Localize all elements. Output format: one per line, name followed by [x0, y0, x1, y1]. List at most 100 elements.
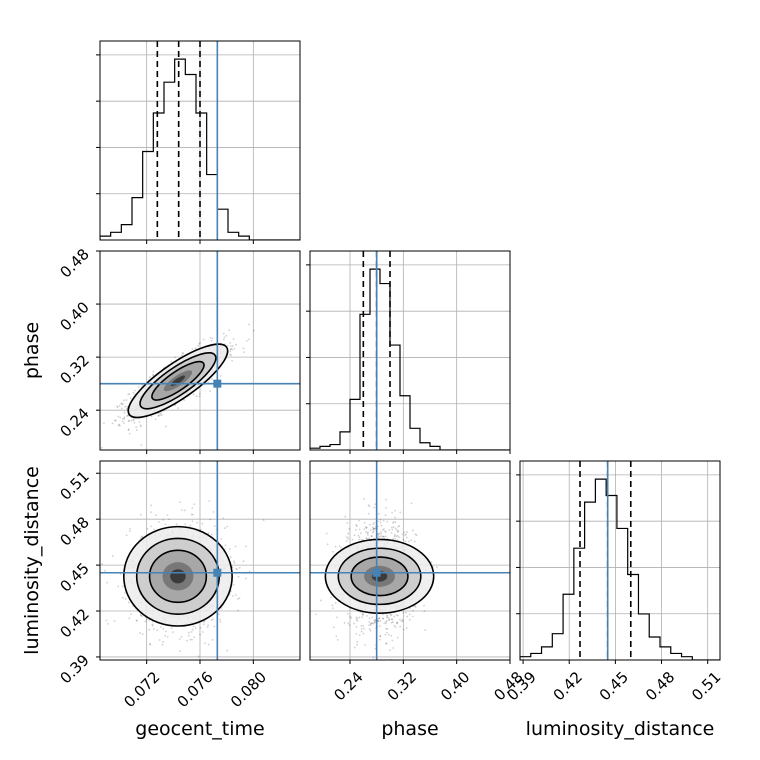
sample-point: [409, 607, 412, 610]
sample-point: [356, 617, 359, 620]
sample-point: [121, 417, 124, 420]
sample-point: [211, 337, 214, 340]
sample-point: [190, 513, 193, 516]
sample-point: [330, 596, 332, 599]
sample-point: [424, 629, 427, 631]
sample-point: [379, 519, 382, 521]
sample-point: [382, 535, 385, 538]
sample-point: [138, 421, 141, 423]
sample-point: [362, 625, 365, 627]
sample-point: [232, 595, 234, 597]
sample-point: [189, 638, 192, 641]
sample-point: [362, 632, 365, 635]
sample-point: [402, 620, 404, 622]
sample-point: [219, 618, 221, 621]
sample-point: [123, 422, 125, 425]
sample-point: [423, 604, 425, 607]
sample-point: [353, 622, 355, 625]
sample-point: [344, 515, 347, 518]
sample-point: [415, 534, 418, 537]
sample-point: [137, 385, 140, 388]
y-tick-label: 0.32: [56, 351, 92, 387]
sample-point: [190, 631, 193, 633]
sample-point: [349, 615, 352, 618]
sample-point: [170, 360, 173, 363]
sample-point: [122, 596, 124, 599]
sample-point: [238, 597, 241, 599]
sample-point: [368, 505, 371, 508]
sample-point: [141, 535, 144, 538]
sample-point: [191, 638, 193, 641]
sample-point: [381, 535, 384, 538]
sample-point: [382, 617, 385, 620]
sample-point: [203, 623, 205, 626]
sample-point: [124, 591, 126, 594]
sample-point: [223, 527, 226, 530]
sample-point: [111, 554, 114, 557]
sample-point: [348, 624, 351, 627]
sample-point: [262, 519, 265, 521]
sample-point: [386, 615, 389, 618]
sample-point: [394, 521, 397, 524]
sample-point: [408, 613, 411, 616]
sample-point: [368, 628, 371, 631]
sample-point: [219, 375, 222, 377]
sample-point: [244, 545, 247, 548]
sample-point: [399, 625, 402, 628]
x-tick-label: 0.072: [120, 668, 163, 711]
sample-point: [334, 602, 337, 604]
panel-frame: [309, 460, 511, 661]
sample-point: [118, 423, 121, 426]
sample-point: [128, 432, 131, 435]
sample-point: [399, 618, 401, 621]
sample-point: [164, 523, 167, 526]
sample-point: [372, 528, 374, 531]
sample-point: [400, 620, 403, 623]
histogram-phase: [310, 268, 510, 450]
x-tick-label: 0.32: [384, 668, 420, 704]
sample-point: [380, 532, 383, 535]
x-axis-label-phase: phase: [381, 718, 438, 740]
sample-point: [118, 405, 121, 407]
sample-point: [125, 534, 128, 537]
sample-point: [229, 348, 232, 351]
sample-point: [389, 614, 392, 617]
sample-point: [225, 334, 228, 337]
sample-point: [334, 545, 337, 548]
sample-point: [392, 521, 394, 524]
sample-point: [391, 618, 394, 621]
sample-point: [402, 611, 405, 614]
sample-point: [347, 537, 350, 540]
sample-point: [315, 613, 318, 616]
sample-point: [166, 636, 169, 638]
sample-point: [346, 536, 348, 539]
sample-point: [360, 538, 363, 541]
sample-point: [370, 535, 373, 538]
sample-point: [106, 581, 108, 584]
sample-point: [229, 556, 232, 559]
histogram-geocent_time: [100, 58, 300, 240]
sample-point: [332, 550, 334, 553]
sample-point: [103, 422, 105, 425]
sample-point: [181, 509, 183, 512]
sample-point: [396, 621, 399, 624]
sample-point: [385, 642, 387, 645]
sample-point: [135, 429, 138, 432]
sample-point: [378, 532, 381, 535]
sample-point: [117, 424, 120, 427]
sample-point: [197, 655, 200, 658]
truth-marker: [213, 568, 222, 577]
sample-point: [394, 509, 397, 512]
sample-point: [141, 384, 144, 386]
sample-point: [149, 643, 152, 646]
sample-point: [405, 536, 408, 539]
sample-point: [402, 628, 405, 631]
sample-point: [191, 347, 194, 350]
y-axis-label-luminosity_distance: luminosity_distance: [21, 466, 43, 655]
sample-point: [191, 628, 194, 631]
sample-point: [345, 540, 348, 543]
sample-point: [121, 420, 124, 423]
sample-point: [128, 617, 131, 620]
sample-point: [385, 622, 387, 625]
